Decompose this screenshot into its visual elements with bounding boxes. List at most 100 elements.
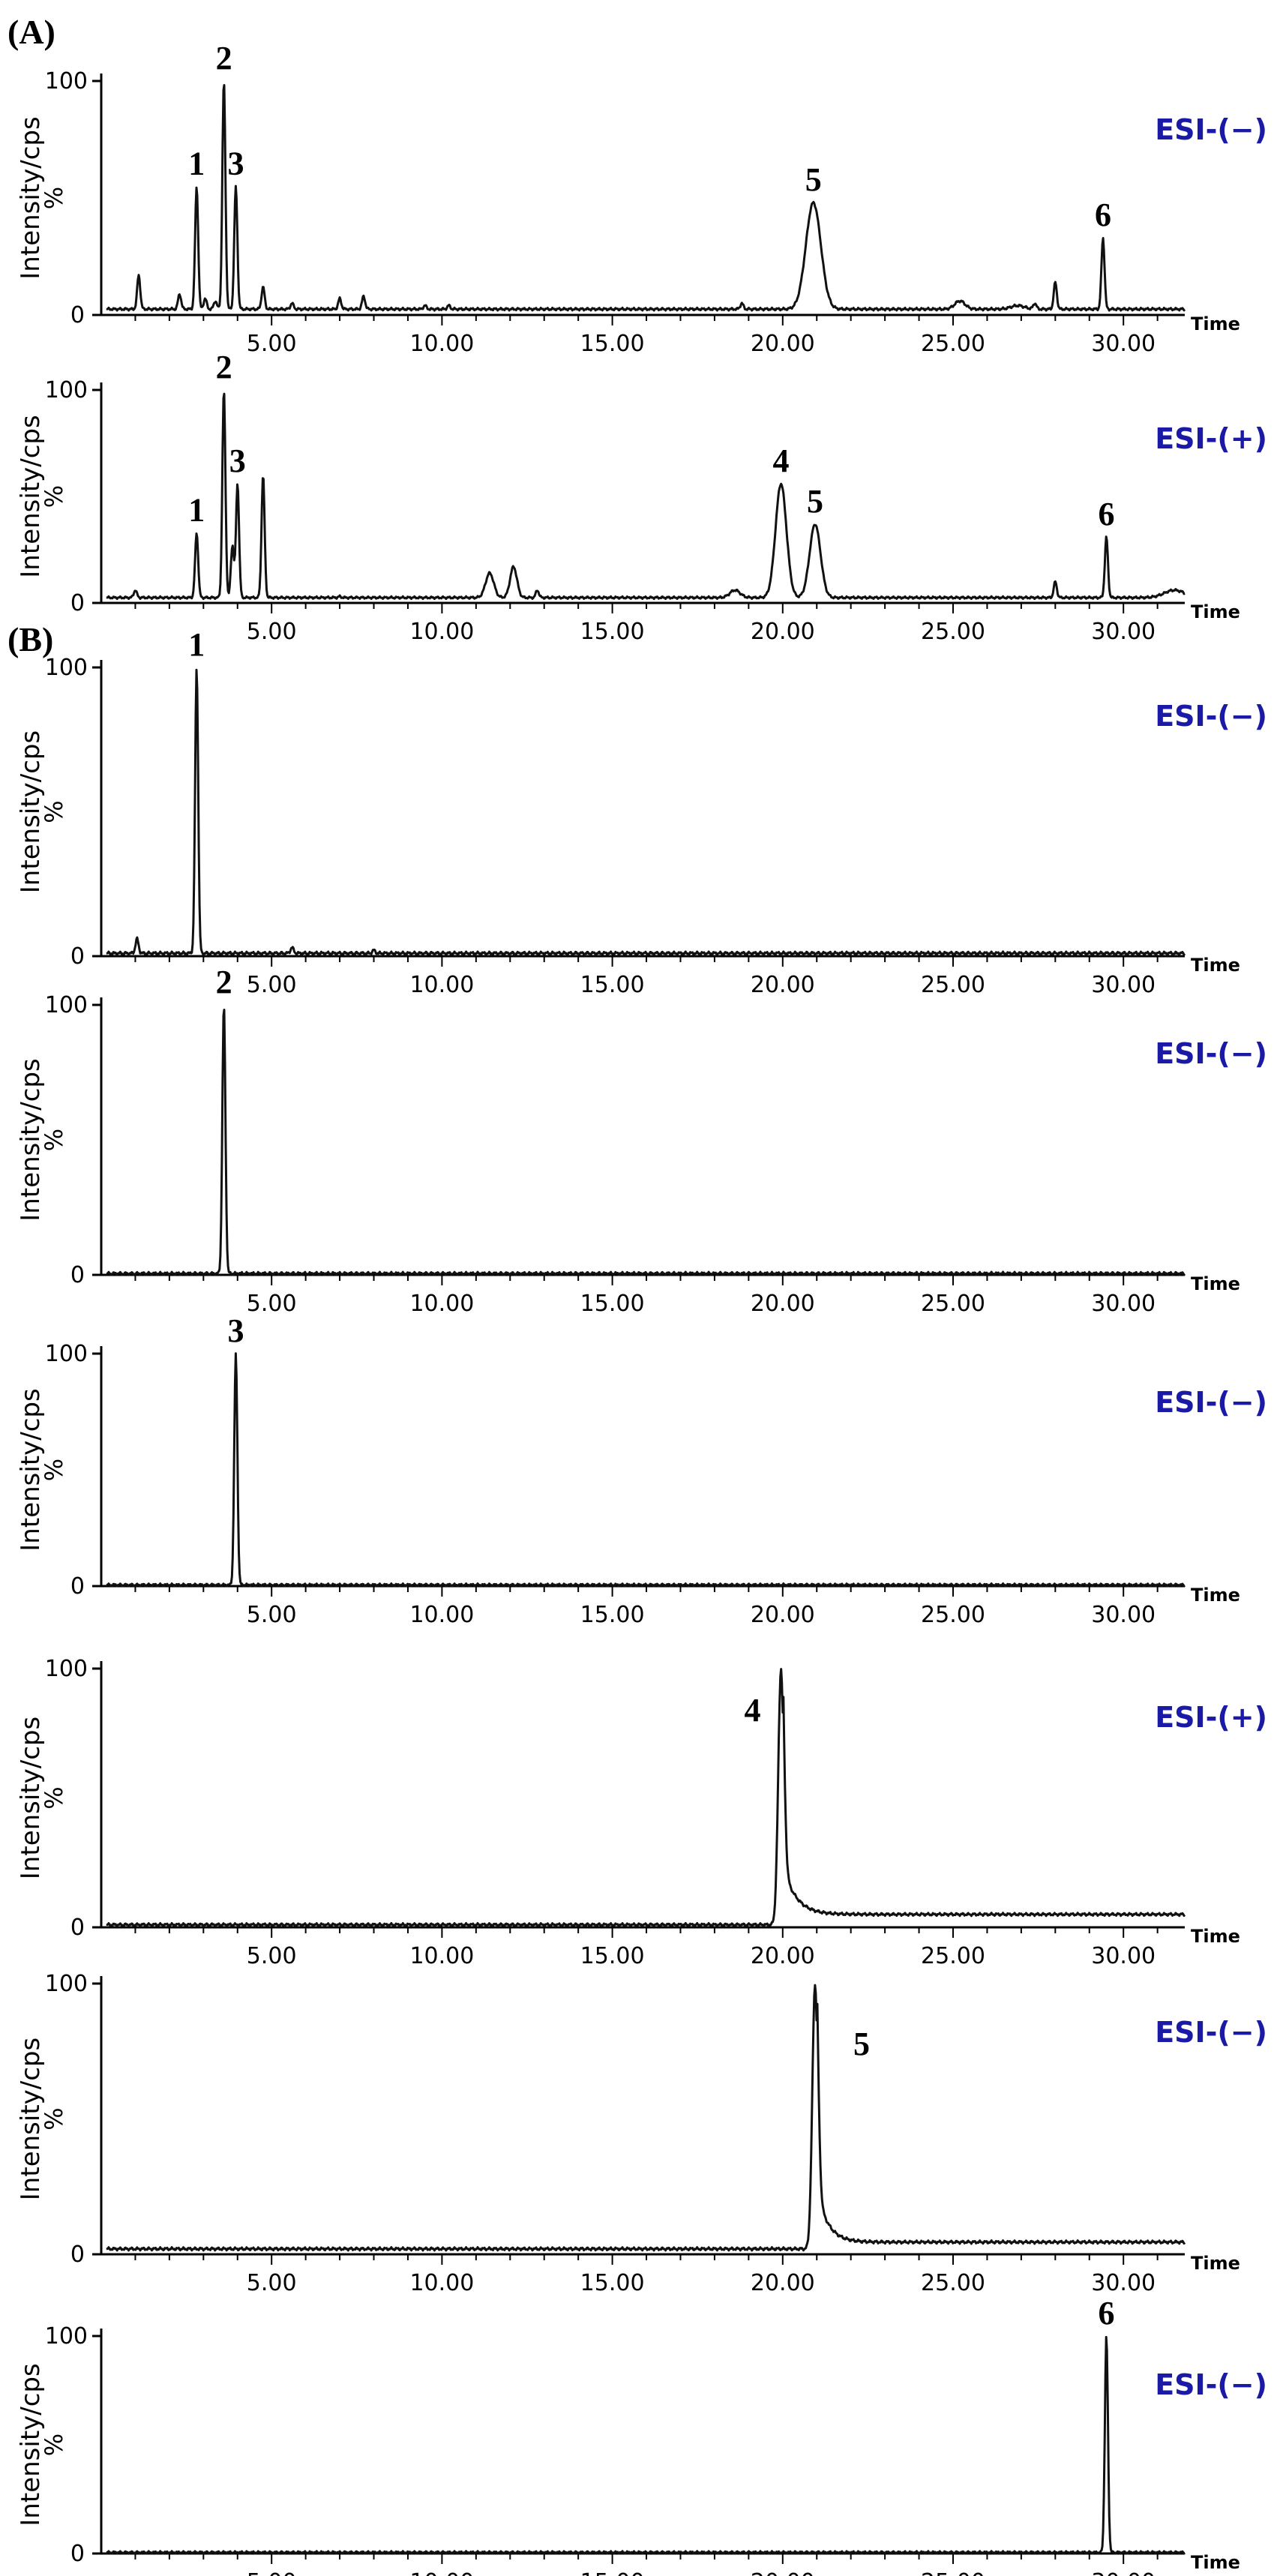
chromatogram-trace xyxy=(106,1984,1186,2252)
x-tick-label: 20.00 xyxy=(751,1291,815,1317)
x-tick-label: 25.00 xyxy=(921,1291,985,1317)
peak-label-2: 2 xyxy=(216,349,232,385)
y-tick-label: 0 xyxy=(70,943,85,970)
y-tick-label: 0 xyxy=(70,1262,85,1288)
x-axis-label: Time xyxy=(1191,1585,1240,1606)
chromatogram-trace xyxy=(106,1668,1186,1928)
y-axis-label: Intensity/cps xyxy=(16,1388,46,1551)
y-unit: % xyxy=(40,800,68,823)
y-tick-label: 100 xyxy=(45,1656,88,1682)
y-tick-label: 100 xyxy=(45,68,88,94)
peak-label-6: 6 xyxy=(1098,496,1114,532)
peak-label-2: 2 xyxy=(216,964,232,1000)
y-unit: % xyxy=(40,2107,68,2130)
chromatogram-trace xyxy=(106,84,1186,312)
ionization-mode-label: ESI-(−) xyxy=(1155,1386,1267,1419)
ionization-mode-label: ESI-(−) xyxy=(1155,1037,1267,1070)
x-tick-label: 5.00 xyxy=(247,1943,297,1969)
x-tick-label: 25.00 xyxy=(921,1602,985,1628)
chromatogram-7: 0 100%Intensity/cps 5.00 10.00 15.00 20.00 25.… xyxy=(16,1971,1267,2296)
x-tick-label: 10.00 xyxy=(409,972,474,998)
y-axis-label: Intensity/cps xyxy=(16,730,46,893)
x-tick-label: 15.00 xyxy=(580,1943,645,1969)
x-tick-label: 20.00 xyxy=(751,2569,815,2576)
x-axis-label: Time xyxy=(1191,955,1240,976)
x-tick-label: 5.00 xyxy=(247,331,297,357)
x-tick-label: 5.00 xyxy=(247,2569,297,2576)
peak-label-5: 5 xyxy=(807,483,823,520)
x-tick-label: 15.00 xyxy=(580,1602,645,1628)
x-tick-label: 25.00 xyxy=(921,972,985,998)
chromatogram-trace xyxy=(106,2335,1186,2555)
chromatogram-2: 0 100%Intensity/cps 5.00 10.00 15.00 20.00 25.… xyxy=(16,349,1267,645)
x-tick-label: 10.00 xyxy=(409,1602,474,1628)
x-axis-label: Time xyxy=(1191,1926,1240,1947)
x-tick-label: 5.00 xyxy=(247,2270,297,2296)
x-tick-label: 20.00 xyxy=(751,331,815,357)
y-axis-label: Intensity/cps xyxy=(16,1717,46,1879)
y-unit: % xyxy=(40,1786,68,1809)
ionization-mode-label: ESI-(+) xyxy=(1155,1701,1267,1734)
x-tick-label: 25.00 xyxy=(921,619,985,645)
x-axis-label: Time xyxy=(1191,2253,1240,2274)
y-tick-label: 0 xyxy=(70,1573,85,1600)
peak-label-3: 3 xyxy=(229,442,246,479)
chromatogram-trace xyxy=(106,668,1186,956)
peak-label-3: 3 xyxy=(227,1312,244,1349)
x-tick-label: 15.00 xyxy=(580,2270,645,2296)
chromatogram-8: 0 100%Intensity/cps 5.00 10.00 15.00 20.00 25.… xyxy=(16,2295,1267,2576)
chromatogram-5: 0 100%Intensity/cps 5.00 10.00 15.00 20.00 25.… xyxy=(16,1312,1267,1628)
peak-label-4: 4 xyxy=(773,442,790,479)
x-tick-label: 10.00 xyxy=(409,1291,474,1317)
panel-label-a: (A) xyxy=(7,13,55,51)
x-tick-label: 10.00 xyxy=(409,2270,474,2296)
chromatogram-3: 0 100%Intensity/cps 5.00 10.00 15.00 20.00 25.… xyxy=(16,626,1267,998)
peak-label-6: 6 xyxy=(1095,196,1111,233)
x-tick-label: 15.00 xyxy=(580,619,645,645)
chromatogram-1: 0 100%Intensity/cps 5.00 10.00 15.00 20.00 25.… xyxy=(16,40,1267,357)
chromatogram-trace xyxy=(106,392,1186,601)
peak-label-1: 1 xyxy=(188,491,205,528)
x-tick-label: 20.00 xyxy=(751,1943,815,1969)
peak-label-1: 1 xyxy=(188,626,205,663)
x-tick-label: 30.00 xyxy=(1091,331,1156,357)
y-tick-label: 100 xyxy=(45,1341,88,1367)
x-tick-label: 30.00 xyxy=(1091,1943,1156,1969)
peak-label-6: 6 xyxy=(1098,2295,1114,2332)
peak-label-5: 5 xyxy=(805,161,822,198)
y-tick-label: 0 xyxy=(70,590,85,616)
x-tick-label: 30.00 xyxy=(1091,972,1156,998)
y-tick-label: 0 xyxy=(70,2541,85,2567)
y-tick-label: 100 xyxy=(45,992,88,1018)
y-axis-label: Intensity/cps xyxy=(16,2038,46,2200)
x-tick-label: 5.00 xyxy=(247,1602,297,1628)
x-tick-label: 15.00 xyxy=(580,2569,645,2576)
x-tick-label: 15.00 xyxy=(580,331,645,357)
x-axis-label: Time xyxy=(1191,2552,1240,2573)
y-tick-label: 100 xyxy=(45,1971,88,1997)
x-tick-label: 30.00 xyxy=(1091,2569,1156,2576)
x-tick-label: 10.00 xyxy=(409,619,474,645)
x-tick-label: 15.00 xyxy=(580,972,645,998)
x-tick-label: 15.00 xyxy=(580,1291,645,1317)
y-unit: % xyxy=(40,187,68,209)
y-tick-label: 100 xyxy=(45,2323,88,2350)
y-axis-label: Intensity/cps xyxy=(16,2363,46,2526)
x-tick-label: 10.00 xyxy=(409,331,474,357)
x-tick-label: 5.00 xyxy=(247,1291,297,1317)
x-axis-label: Time xyxy=(1191,601,1240,622)
x-tick-label: 20.00 xyxy=(751,2270,815,2296)
chromatogram-trace xyxy=(106,1009,1186,1276)
y-unit: % xyxy=(40,1129,68,1151)
x-tick-label: 25.00 xyxy=(921,331,985,357)
ionization-mode-label: ESI-(−) xyxy=(1155,2016,1267,2049)
peak-label-1: 1 xyxy=(188,145,205,181)
x-tick-label: 20.00 xyxy=(751,972,815,998)
ionization-mode-label: ESI-(+) xyxy=(1155,422,1267,455)
chromatogram-6: 0 100%Intensity/cps 5.00 10.00 15.00 20.00 25.… xyxy=(16,1656,1267,1969)
y-axis-label: Intensity/cps xyxy=(16,116,46,279)
x-tick-label: 10.00 xyxy=(409,1943,474,1969)
